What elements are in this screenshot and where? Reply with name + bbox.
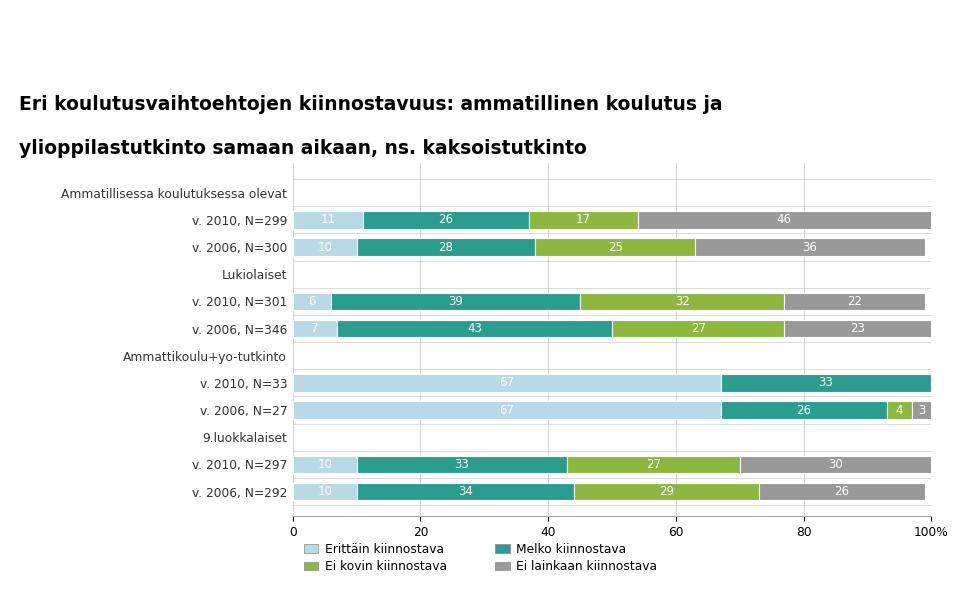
Circle shape [139,0,960,102]
Text: 39: 39 [448,295,463,308]
Text: 32: 32 [675,295,689,308]
Text: Opetus- ja kulttuuriministeriö: Opetus- ja kulttuuriministeriö [16,19,213,33]
Bar [529,211,637,229]
Bar [293,320,338,338]
Bar [580,292,784,310]
Bar [637,211,931,229]
Text: 27: 27 [690,322,706,335]
Bar [536,238,695,256]
Text: Undervisnings- och kulturministeriet: Undervisnings- och kulturministeriet [16,52,259,65]
Bar [357,483,574,500]
Text: 11: 11 [321,213,335,226]
Text: 17: 17 [576,213,590,226]
Bar [293,292,331,310]
Text: Eri koulutusvaihtoehtojen kiinnostavuus: ammatillinen koulutus ja: Eri koulutusvaihtoehtojen kiinnostavuus:… [19,95,723,114]
Text: 22: 22 [847,295,862,308]
Text: IROResearch: IROResearch [817,31,901,44]
Bar [612,320,784,338]
Text: 3: 3 [918,403,925,417]
Text: 27: 27 [646,458,661,471]
Text: 4: 4 [896,403,903,417]
Bar [293,374,721,392]
Bar [293,483,357,500]
Text: 33: 33 [455,458,469,471]
Bar [293,455,357,473]
Legend: Erittäin kiinnostava, Ei kovin kiinnostava, Melko kiinnostava, Ei lainkaan kiinn: Erittäin kiinnostava, Ei kovin kiinnosta… [299,538,662,578]
Bar [293,211,363,229]
Bar [784,320,931,338]
Bar [739,455,931,473]
Bar [721,401,886,419]
Text: 34: 34 [458,485,472,498]
Bar [338,320,612,338]
Text: 43: 43 [468,322,482,335]
Text: 10: 10 [318,485,332,498]
Text: 26: 26 [796,403,811,417]
Text: ylioppilastutkinto samaan aikaan, ns. kaksoistutkinto: ylioppilastutkinto samaan aikaan, ns. ka… [19,139,587,158]
Text: ®: ® [927,26,935,32]
Bar [912,401,931,419]
Bar [721,374,931,392]
Text: 6: 6 [308,295,316,308]
Bar [357,238,536,256]
Bar [293,401,721,419]
Text: 7: 7 [311,322,319,335]
Text: 30: 30 [828,458,843,471]
Text: 25: 25 [608,240,623,254]
Text: 10: 10 [318,240,332,254]
Text: 28: 28 [439,240,453,254]
Text: 33: 33 [819,376,833,390]
Bar [357,455,567,473]
Text: 10: 10 [318,458,332,471]
Text: 26: 26 [834,485,850,498]
Bar [784,292,924,310]
Text: 46: 46 [777,213,792,226]
Bar [293,238,357,256]
Text: 36: 36 [803,240,817,254]
Text: 67: 67 [499,376,515,390]
Text: 29: 29 [659,485,674,498]
Text: 26: 26 [439,213,453,226]
Text: 67: 67 [499,403,515,417]
Bar [758,483,924,500]
Bar [695,238,924,256]
Text: 23: 23 [851,322,865,335]
Bar [363,211,529,229]
Bar [886,401,912,419]
Bar [567,455,739,473]
Bar [574,483,758,500]
Bar [331,292,580,310]
